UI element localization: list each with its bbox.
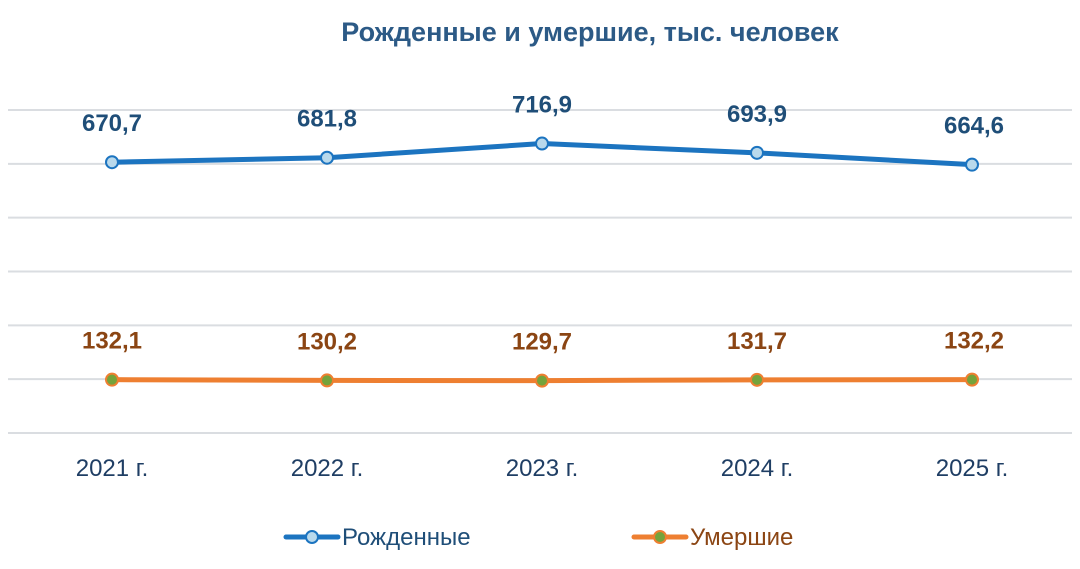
legend-label: Рожденные [342,524,471,551]
x-tick-label: 2021 г. [76,455,149,482]
legend-label: Умершие [690,524,793,551]
series-born: 670,7 681,8 716,9 693,9 664,6 [82,92,1004,172]
data-label: 693,9 [727,101,787,128]
data-point [965,372,979,387]
data-label: 716,9 [512,92,572,119]
legend: Рожденные Умершие [283,524,793,551]
data-point [965,157,979,172]
data-label: 130,2 [297,328,357,355]
x-axis-ticks: 2021 г. 2022 г. 2023 г. 2024 г. 2025 г. [76,455,1009,482]
x-tick-label: 2022 г. [291,455,364,482]
data-point [320,373,334,388]
series-layer: 670,7 681,8 716,9 693,9 664,6 132,1 130,2 129,7… [82,92,1004,388]
chart-title: Рожденные и умершие, тыс. человек [341,17,839,47]
data-label: 131,7 [727,328,787,355]
data-label: 132,1 [82,328,142,355]
data-point [105,155,119,170]
series-died: 132,1 130,2 129,7 131,7 132,2 [82,328,1004,388]
watermark-logo-icon [10,537,49,557]
x-tick-label: 2023 г. [506,455,579,482]
data-point [320,150,334,165]
data-label: 129,7 [512,329,572,356]
legend-swatch-marker [305,530,319,544]
x-tick-label: 2025 г. [936,455,1009,482]
data-point [750,372,764,387]
data-point [105,372,119,387]
watermark-text: 大数跨境 [56,538,128,559]
data-label: 681,8 [297,106,357,133]
data-label: 664,6 [944,113,1004,140]
data-point [535,373,549,388]
x-tick-label: 2024 г. [721,455,794,482]
data-point [535,136,549,151]
legend-swatch-marker [653,530,667,544]
data-label: 670,7 [82,110,142,137]
legend-item: Умершие [631,524,793,551]
legend-item: Рожденные [283,524,471,551]
data-point [750,145,764,160]
watermark: 大数跨境 [10,537,128,559]
data-label: 132,2 [944,328,1004,355]
